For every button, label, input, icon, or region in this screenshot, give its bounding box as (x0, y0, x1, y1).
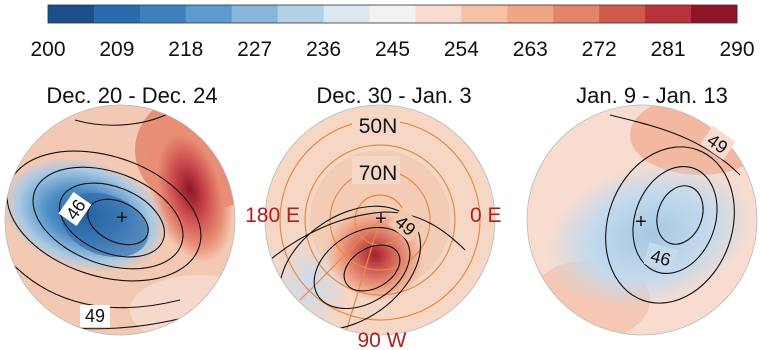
colorbar-ticks: 200 209 218 227 236 245 254 263 272 281 290 (30, 38, 754, 61)
colorbar-outline (47, 4, 738, 24)
colorbar-swatch (185, 5, 233, 23)
latitude-label-50n: 50N (359, 115, 398, 138)
panel-title-1: Dec. 20 - Dec. 24 (46, 83, 217, 108)
colorbar-tick-label: 209 (99, 38, 134, 61)
panel-1-map: + 46 49 (4, 104, 236, 336)
pole-marker: + (375, 208, 387, 230)
latitude-label-70n: 70N (359, 162, 398, 185)
colorbar-swatch (553, 5, 600, 23)
panel-title-3: Jan. 9 - Jan. 13 (576, 83, 728, 108)
pole-marker: + (116, 207, 128, 229)
colorbar-swatch (323, 5, 371, 23)
colorbar-tick-label: 227 (237, 38, 272, 61)
colorbar-tick-label: 254 (444, 38, 479, 61)
panel-3-map: + 49 46 (526, 104, 758, 336)
colorbar-swatch (691, 5, 738, 23)
panel-2-map: + 50N 70N 49 180 E 0 E 90 W (245, 104, 502, 350)
colorbar-tick-label: 272 (582, 38, 617, 61)
contour-label: 49 (85, 306, 105, 326)
panel-3-contours (605, 114, 741, 304)
colorbar-swatch (461, 5, 508, 23)
longitude-label-180e: 180 E (245, 204, 300, 227)
colorbar-swatch (599, 5, 646, 23)
colorbar-swatch (48, 5, 95, 23)
pole-marker: + (635, 211, 647, 233)
colorbar-tick-label: 263 (513, 38, 548, 61)
panel-title-2: Dec. 30 - Jan. 3 (316, 83, 471, 108)
colorbar-swatch (507, 5, 554, 23)
colorbar-swatch (231, 5, 279, 23)
colorbar-tick-label: 200 (30, 38, 65, 61)
longitude-label-0e: 0 E (470, 204, 502, 227)
colorbar-tick-label: 281 (651, 38, 686, 61)
colorbar-tick-label: 236 (306, 38, 341, 61)
colorbar-tick-label: 218 (168, 38, 203, 61)
colorbar-swatch (645, 5, 692, 23)
colorbar-swatch (139, 5, 187, 23)
colorbar-tick-label: 245 (375, 38, 410, 61)
colorbar-swatch (93, 5, 141, 23)
colorbar-swatch (369, 5, 416, 23)
colorbar-swatch (277, 5, 325, 23)
colorbar-tick-label: 290 (719, 38, 754, 61)
colorbar-swatch (415, 5, 462, 23)
latitude-circles (279, 119, 481, 335)
colorbar (47, 4, 738, 24)
longitude-label-90w: 90 W (357, 329, 406, 350)
